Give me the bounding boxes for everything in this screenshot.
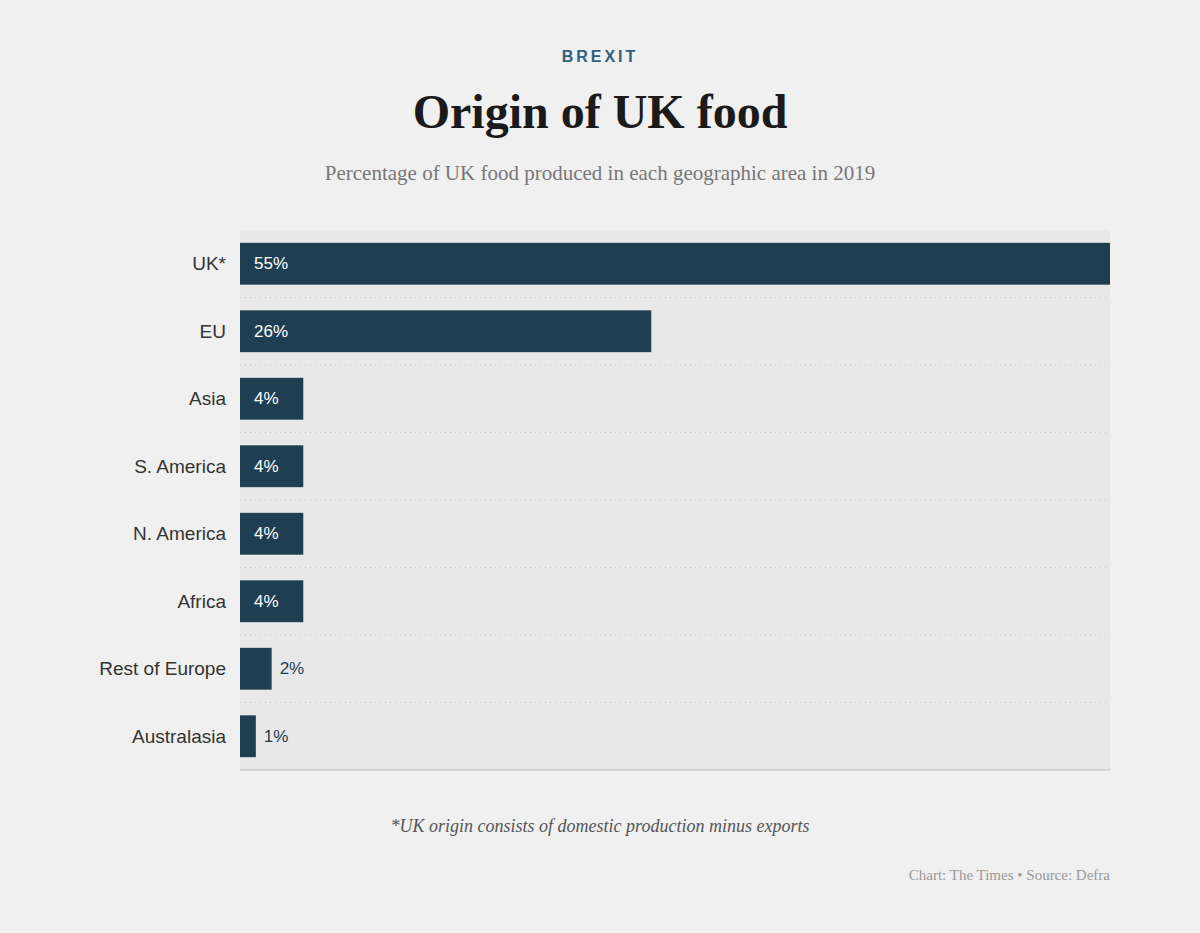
data-label: 4%	[254, 457, 279, 476]
data-label: 4%	[254, 524, 279, 543]
row-background	[240, 635, 1110, 703]
bar	[240, 243, 1110, 285]
row-separator	[240, 567, 1110, 568]
data-label: 4%	[254, 389, 279, 408]
row-background	[240, 298, 1110, 366]
data-label: 2%	[280, 659, 305, 678]
data-label: 4%	[254, 592, 279, 611]
category-label: Asia	[189, 388, 226, 409]
bar	[240, 513, 303, 555]
category-label: Rest of Europe	[99, 658, 226, 679]
footnote: *UK origin consists of domestic producti…	[391, 816, 810, 836]
data-labels: 55% 26% 4% 4% 4% 4% 2% 1%	[254, 254, 304, 746]
bar	[240, 648, 272, 690]
supertitle: BREXIT	[562, 48, 639, 65]
bars	[240, 243, 1110, 757]
row-separator	[240, 432, 1110, 433]
data-label: 26%	[254, 322, 288, 341]
data-label: 55%	[254, 254, 288, 273]
bar	[240, 445, 303, 487]
category-label: Australasia	[132, 726, 226, 747]
subtitle: Percentage of UK food produced in each g…	[325, 161, 875, 185]
bar	[240, 378, 303, 420]
category-label: S. America	[134, 456, 226, 477]
category-label: UK*	[192, 253, 226, 274]
bar	[240, 580, 303, 622]
row-separator	[240, 635, 1110, 636]
background	[0, 0, 1200, 933]
row-background	[240, 500, 1110, 568]
row-separator	[240, 365, 1110, 366]
row-separator	[240, 500, 1110, 501]
x-axis-line	[240, 770, 1110, 771]
row-backgrounds	[240, 230, 1110, 770]
x-axis	[240, 770, 1110, 771]
bar	[240, 310, 651, 352]
row-background	[240, 433, 1110, 501]
chart: BREXIT Origin of UK food Percentage of UK …	[0, 0, 1200, 933]
row-background	[240, 365, 1110, 433]
data-label: 1%	[264, 727, 289, 746]
row-separator	[240, 702, 1110, 703]
row-background	[240, 568, 1110, 636]
title: Origin of UK food	[413, 85, 788, 138]
category-label: N. America	[133, 523, 226, 544]
source: Chart: The Times • Source: Defra	[909, 867, 1111, 883]
y-axis: UK* EU Asia S. America N. America Africa Rest …	[99, 253, 226, 747]
row-background	[240, 703, 1110, 771]
category-label: Africa	[177, 591, 226, 612]
bar	[240, 715, 256, 757]
category-label: EU	[200, 321, 226, 342]
row-background	[240, 230, 1110, 298]
row-separator	[240, 297, 1110, 298]
